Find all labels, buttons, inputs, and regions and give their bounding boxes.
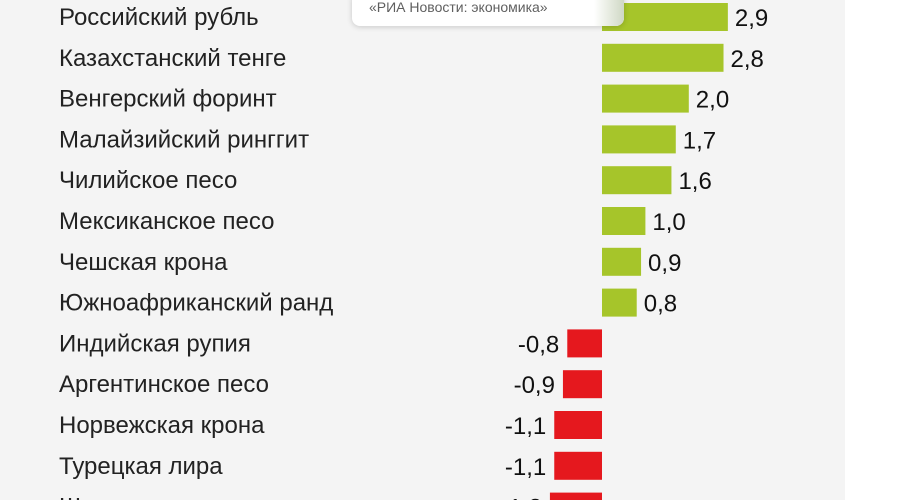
- value-label: -0,8: [518, 331, 559, 358]
- bar-row: Норвежская крона -1,1: [59, 411, 602, 440]
- category-label: Чешская крона: [59, 249, 228, 276]
- category-label: Чилийское песо: [59, 167, 237, 194]
- negative-bar: [567, 329, 602, 358]
- bar-row: Южноафриканский ранд 0,8: [59, 288, 677, 318]
- value-label: 2,0: [696, 87, 729, 114]
- value-label: 0,9: [648, 250, 681, 277]
- source-tag-handle: [594, 0, 624, 26]
- category-label: Норвежская крона: [59, 412, 265, 439]
- bar-row: Венгерский форинт 2,0: [59, 84, 729, 114]
- bar-row: Малайзийский ринггит 1,7: [59, 125, 716, 154]
- value-label: -1,1: [505, 413, 546, 440]
- value-label: 2,8: [731, 46, 764, 73]
- category-label: Шведская крона: [59, 494, 241, 500]
- positive-bar: [602, 43, 724, 72]
- bar-row: Турецкая лира -1,1: [59, 451, 602, 481]
- positive-bar: [602, 288, 637, 317]
- category-label: Южноафриканский ранд: [59, 290, 333, 317]
- chart-background-stripe: [0, 0, 845, 500]
- value-label: 1,0: [652, 209, 685, 236]
- value-label: -0,9: [514, 372, 555, 399]
- category-label: Российский рубль: [59, 4, 259, 31]
- category-label: Мексиканское песо: [59, 208, 275, 235]
- value-label: 0,8: [644, 291, 677, 318]
- source-label: «РИА Новости: экономика»: [369, 0, 548, 15]
- bar-row: Мексиканское песо 1,0: [59, 207, 686, 236]
- positive-bar: [602, 84, 689, 113]
- negative-bar: [554, 451, 602, 480]
- bar-row: Чилийское песо 1,6: [59, 166, 712, 195]
- category-label: Венгерский форинт: [59, 86, 277, 113]
- category-label: Турецкая лира: [59, 453, 223, 480]
- source-tag[interactable]: «РИА Новости: экономика»: [352, 0, 624, 26]
- positive-bar: [602, 125, 676, 154]
- negative-bar: [562, 370, 602, 399]
- bar-row: Чешская крона 0,9: [59, 247, 681, 277]
- positive-bar: [602, 207, 646, 235]
- positive-bar: [602, 247, 642, 276]
- bar-row: Казахстанский тенге 2,8: [59, 43, 764, 73]
- category-label: Малайзийский ринггит: [59, 126, 309, 153]
- value-label: 1,6: [678, 168, 711, 195]
- category-label: Индийская рупия: [59, 330, 251, 357]
- negative-bar: [549, 492, 602, 500]
- value-label: -1,2: [501, 495, 542, 500]
- value-label: 2,9: [735, 5, 768, 32]
- value-label: 1,7: [683, 127, 716, 154]
- category-label: Казахстанский тенге: [59, 45, 286, 72]
- bar-row: Индийская рупия -0,8: [59, 329, 602, 358]
- positive-bar: [602, 166, 672, 195]
- category-label: Аргентинское песо: [59, 371, 269, 398]
- value-label: -1,1: [505, 454, 546, 481]
- bar-row: Шведская крона -1,2: [59, 492, 602, 500]
- negative-bar: [554, 411, 602, 439]
- bar-row: Аргентинское песо -0,9: [59, 370, 602, 399]
